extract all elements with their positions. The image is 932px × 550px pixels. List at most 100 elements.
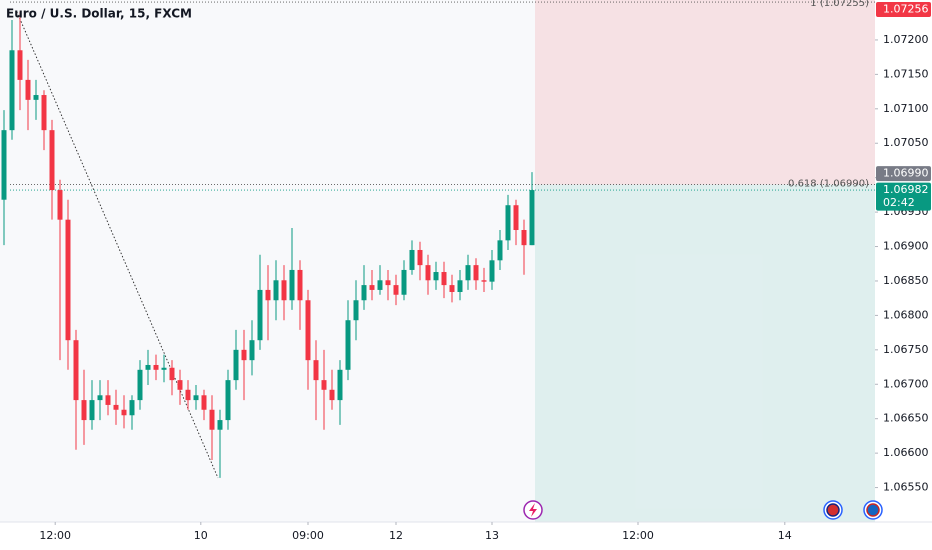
candle-body [65, 219, 71, 341]
candle-body [217, 420, 223, 430]
candle-body [257, 289, 263, 341]
candle-body [25, 79, 31, 100]
candle-body [369, 285, 375, 290]
candle-body [393, 285, 399, 295]
event-icon-bolt [529, 503, 537, 517]
candle-body [129, 400, 135, 416]
x-tick-label: 09:00 [292, 529, 324, 542]
candle-body [505, 205, 511, 241]
candle-body [193, 395, 199, 401]
candle-body [489, 260, 495, 282]
candle-body [401, 269, 407, 295]
candle-body [457, 280, 463, 292]
candle-body [97, 395, 103, 401]
y-tick-label: 1.06550 [883, 481, 929, 494]
price-tag [876, 166, 931, 182]
y-tick-label: 1.07150 [883, 67, 929, 80]
time-axis-panel [0, 522, 932, 550]
x-tick-label: 14 [778, 529, 792, 542]
drawings: 1 (1.07255) 0.618 (1.06990) [10, 0, 875, 479]
candle-body [57, 190, 63, 220]
candle-body [449, 285, 455, 292]
candle-body [233, 349, 239, 381]
y-tick-label: 1.06800 [883, 308, 929, 321]
target-zone [535, 184, 875, 522]
candle-body [33, 95, 39, 100]
candle-body [265, 289, 271, 301]
candle-body [145, 364, 151, 370]
candle-body [433, 272, 439, 281]
candle-body [121, 409, 127, 416]
price-tag-label: 1.06982 [883, 183, 929, 196]
candle-body [81, 400, 87, 421]
candle-body [185, 389, 191, 401]
candle-body [417, 249, 423, 266]
candle-body [425, 265, 431, 281]
candle-body [225, 380, 231, 421]
candle-body [153, 364, 159, 370]
chart-title: Euro / U.S. Dollar, 15, FXCM [6, 7, 192, 21]
x-tick-label: 13 [485, 529, 499, 542]
candle-body [9, 50, 15, 131]
candle-body [337, 369, 343, 401]
x-tick-label: 12 [389, 529, 403, 542]
candle-body [521, 230, 527, 246]
candle-body [105, 395, 111, 405]
candles [1, 11, 535, 478]
candle-body [305, 300, 311, 361]
candle-body [137, 369, 143, 401]
fib-level-label: 0.618 (1.06990) [788, 179, 869, 190]
candle-body [289, 269, 295, 301]
y-tick-label: 1.06650 [883, 412, 929, 425]
candle-body [73, 340, 79, 401]
candle-body [209, 409, 215, 430]
y-tick-label: 1.06750 [883, 343, 929, 356]
y-tick-label: 1.06850 [883, 274, 929, 287]
position-zones [535, 0, 875, 522]
price-tag [876, 182, 931, 211]
candle-body [313, 360, 319, 381]
candle-body [345, 320, 351, 370]
y-tick-label: 1.06900 [883, 240, 929, 253]
price-tag-countdown: 02:42 [883, 196, 915, 209]
candle-body [513, 205, 519, 231]
stop-zone [535, 0, 875, 185]
candle-body [273, 280, 279, 301]
flag-icon[interactable] [823, 500, 843, 520]
price-tag-label: 1.06990 [883, 167, 929, 180]
y-tick-label: 1.07200 [883, 33, 929, 46]
candle-body [409, 249, 415, 270]
x-tick-label: 12:00 [39, 529, 71, 542]
y-tick-label: 1.07050 [883, 136, 929, 149]
candle-body [329, 389, 335, 401]
candle-body [113, 404, 119, 410]
flag-icon[interactable] [863, 500, 883, 520]
event-icon[interactable] [523, 500, 543, 520]
candle-body [281, 280, 287, 301]
candle-body [297, 269, 303, 301]
x-tick-label: 12:00 [622, 529, 654, 542]
candle-body [481, 280, 487, 282]
price-axis-panel [875, 0, 932, 550]
candle-body [241, 349, 247, 361]
y-tick-label: 1.06600 [883, 446, 929, 459]
y-tick-label: 1.06700 [883, 377, 929, 390]
candle-body [161, 367, 167, 370]
candle-body [49, 130, 55, 191]
candle-body [177, 380, 183, 390]
candle-body [17, 50, 23, 80]
candle-body [1, 130, 7, 200]
fib-level-label: 1 (1.07255) [810, 0, 869, 9]
candle-body [353, 300, 359, 321]
candle-body [89, 400, 95, 421]
candle-body [465, 265, 471, 281]
candle-body [169, 367, 175, 381]
candle-body [361, 285, 367, 301]
candle-body [41, 95, 47, 131]
trend-line [16, 11, 219, 479]
flag-icon-center [826, 503, 840, 517]
candle-body [377, 280, 383, 290]
